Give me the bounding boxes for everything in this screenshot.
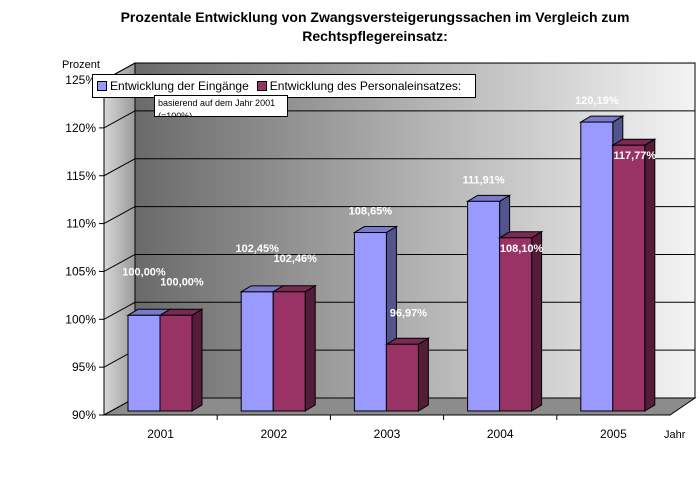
legend-item-personal: Entwicklung des Personaleinsatzes: [256, 79, 462, 93]
x-tick-label: 2004 [487, 427, 514, 441]
x-tick-label: 2002 [260, 427, 287, 441]
y-tick-label: 105% [65, 264, 96, 278]
data-label: 120,19% [575, 95, 619, 107]
annotation-note: basierend auf dem Jahr 2001 (=100%) [154, 95, 288, 117]
x-tick-label: 2001 [147, 427, 174, 441]
bar-side [304, 284, 316, 412]
legend-label-eingaenge: Entwicklung der Eingänge [110, 79, 249, 93]
data-label: 100,00% [122, 266, 166, 278]
y-tick-label: 90% [72, 408, 96, 422]
bar [499, 237, 533, 412]
x-tick-label: 2003 [374, 427, 401, 441]
data-label: 100,00% [160, 276, 204, 288]
legend-swatch-eingaenge [97, 81, 107, 91]
bar [127, 314, 161, 412]
data-label: 117,77% [613, 150, 656, 162]
y-tick-label: 125% [65, 73, 96, 87]
data-label: 102,45% [235, 243, 279, 255]
data-label: 111,91% [462, 174, 504, 186]
gridline [103, 110, 695, 129]
x-tick-label: 2005 [600, 427, 627, 441]
bar [612, 144, 646, 412]
bar-side [531, 230, 543, 412]
bar [353, 232, 387, 412]
bar [385, 343, 419, 412]
legend-label-personal: Entwicklung des Personaleinsatzes: [269, 79, 462, 93]
bar-side [417, 337, 429, 412]
y-tick-label: 100% [65, 312, 96, 326]
bar [272, 291, 306, 412]
data-label: 108,10% [500, 243, 544, 255]
gridline [103, 158, 695, 177]
chart-title: Prozentale Entwicklung von Zwangsverstei… [120, 9, 630, 44]
y-tick-label: 115% [66, 169, 96, 183]
bar [580, 121, 614, 412]
bar-side [191, 308, 203, 412]
y-tick-label: 95% [72, 360, 96, 374]
bar [240, 291, 274, 412]
legend-swatch-personal [256, 81, 267, 91]
x-axis-title: Jahr [664, 429, 686, 441]
bar [467, 200, 501, 412]
bar-side [644, 138, 656, 412]
data-label: 102,46% [273, 253, 317, 265]
y-tick-label: 110% [66, 217, 96, 231]
y-tick-label: 120% [65, 121, 96, 135]
legend-item-eingaenge: Entwicklung der Eingänge [97, 79, 249, 93]
bar [159, 314, 193, 412]
data-label: 96,97% [390, 307, 428, 319]
y-axis-title: Prozent [62, 59, 100, 71]
data-label: 108,65% [349, 206, 393, 218]
